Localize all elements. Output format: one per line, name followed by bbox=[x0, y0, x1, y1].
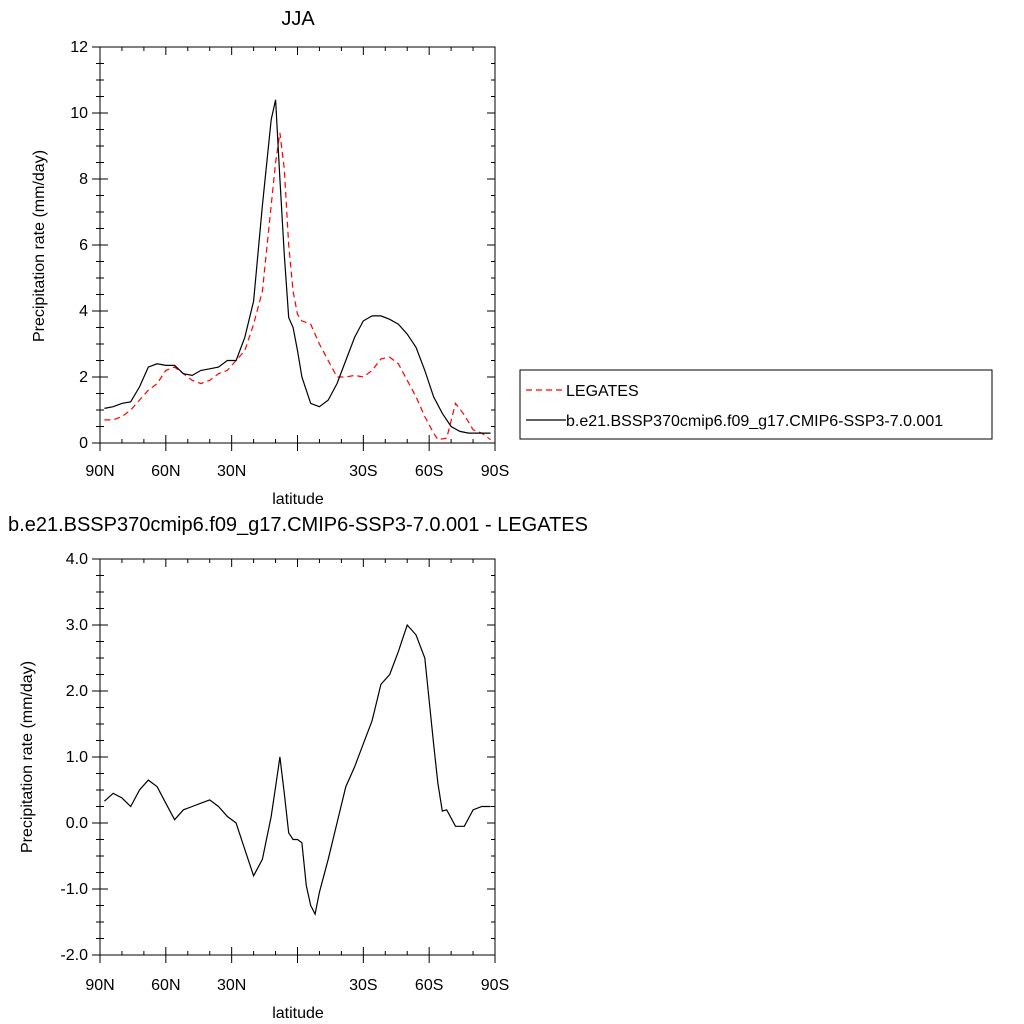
series-group bbox=[103, 623, 491, 916]
series-group bbox=[104, 99, 491, 441]
y-tick-label: 4 bbox=[79, 303, 88, 320]
legend-box bbox=[519, 369, 993, 440]
legend: LEGATES b.e21.BSSP370cmip6.f09_g17.CMIP6… bbox=[519, 369, 993, 440]
x-tick-label: 60N bbox=[151, 463, 180, 480]
axes: 90N 60N 30N 30S 60S 90S 0 2 4 6 8 10 12 bbox=[70, 39, 509, 480]
chart-title: b.e21.BSSP370cmip6.f09_g17.CMIP6-SSP3-7.… bbox=[8, 514, 588, 536]
chart-title: JJA bbox=[281, 8, 315, 30]
y-tick-label: 10 bbox=[70, 105, 88, 122]
y-tick-label: 4.0 bbox=[66, 551, 88, 568]
x-tick-label: 90N bbox=[85, 463, 114, 480]
plot-frame bbox=[99, 46, 496, 444]
y-axis-label: Precipitation rate (mm/day) bbox=[31, 150, 48, 342]
y-tick-label: -1.0 bbox=[60, 881, 88, 898]
x-tick-label: 60S bbox=[415, 977, 443, 994]
y-tick-label: 2.0 bbox=[66, 683, 88, 700]
x-tick-label: 30N bbox=[217, 463, 246, 480]
legend-label-model: b.e21.BSSP370cmip6.f09_g17.CMIP6-SSP3-7.… bbox=[566, 413, 943, 430]
y-tick-label: 0 bbox=[79, 435, 88, 452]
axes: 90N 60N 30N 30S 60S 90S -2.0 -1.0 0.0 1.0 2.0 3.0 4.… bbox=[60, 551, 509, 994]
y-tick-label: 3.0 bbox=[66, 617, 88, 634]
x-axis-label: latitude bbox=[272, 491, 324, 508]
series-line-0 bbox=[104, 132, 491, 441]
legend-label-legates: LEGATES bbox=[566, 383, 639, 400]
plot-frame bbox=[99, 558, 496, 956]
y-tick-label: 2 bbox=[79, 369, 88, 386]
series-line-0 bbox=[103, 623, 491, 916]
x-tick-label: 90N bbox=[85, 977, 114, 994]
y-tick-label: 12 bbox=[70, 39, 88, 56]
y-tick-label: 6 bbox=[79, 237, 88, 254]
y-axis-label: Precipitation rate (mm/day) bbox=[19, 661, 36, 853]
y-tick-label: 8 bbox=[79, 171, 88, 188]
series-line-1 bbox=[104, 99, 491, 434]
y-tick-label: 0.0 bbox=[66, 815, 88, 832]
x-tick-label: 60S bbox=[415, 463, 443, 480]
x-axis-label: latitude bbox=[272, 1005, 324, 1022]
x-tick-label: 30S bbox=[349, 977, 377, 994]
panel-difference-chart: b.e21.BSSP370cmip6.f09_g17.CMIP6-SSP3-7.… bbox=[8, 514, 588, 1022]
panel-top-chart: JJA Precipitation rate (mm/day) latitude… bbox=[31, 8, 509, 508]
x-tick-label: 90S bbox=[481, 463, 509, 480]
x-tick-label: 60N bbox=[151, 977, 180, 994]
y-tick-label: 1.0 bbox=[66, 749, 88, 766]
x-tick-label: 90S bbox=[481, 977, 509, 994]
x-tick-label: 30N bbox=[217, 977, 246, 994]
x-tick-label: 30S bbox=[349, 463, 377, 480]
y-tick-label: -2.0 bbox=[60, 947, 88, 964]
